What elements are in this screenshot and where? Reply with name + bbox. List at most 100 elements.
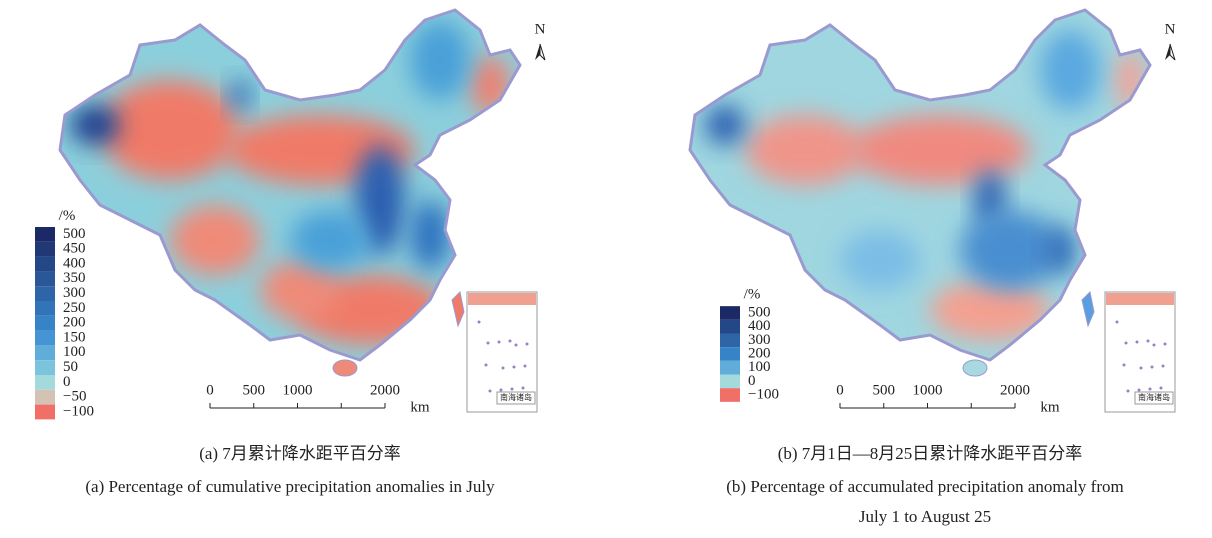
legend-label: 50 bbox=[63, 359, 78, 375]
anomaly-region bbox=[930, 280, 1050, 340]
inset-island bbox=[500, 389, 503, 392]
caption-cn: (a) 7月累计降水距平百分率 bbox=[199, 444, 401, 463]
north-label: N bbox=[1165, 21, 1176, 37]
inset-land bbox=[468, 293, 536, 305]
legend-swatch bbox=[720, 361, 740, 375]
inset-island bbox=[1149, 388, 1152, 391]
inset-island bbox=[524, 365, 527, 368]
legend-label: 400 bbox=[63, 255, 86, 271]
inset-island bbox=[513, 366, 516, 369]
legend-unit: /% bbox=[59, 208, 76, 224]
anomaly-region bbox=[70, 105, 120, 145]
inset-island bbox=[498, 341, 501, 344]
inset-island bbox=[487, 342, 490, 345]
inset-island bbox=[485, 364, 488, 367]
scale-label: 2000 bbox=[370, 382, 400, 398]
legend-label: −100 bbox=[748, 386, 779, 402]
figure: N/%500450400350300250200150100500−50−100… bbox=[0, 0, 1212, 533]
anomaly-region bbox=[840, 230, 920, 290]
inset-island bbox=[502, 367, 505, 370]
scale-label: 1000 bbox=[913, 382, 943, 398]
hainan bbox=[333, 360, 357, 376]
scale-label: 1000 bbox=[283, 382, 313, 398]
anomaly-region bbox=[170, 205, 260, 275]
legend-label: 300 bbox=[63, 285, 86, 301]
legend-swatch bbox=[35, 271, 55, 286]
taiwan bbox=[452, 292, 464, 326]
inset-island bbox=[1125, 342, 1128, 345]
legend-swatch bbox=[720, 320, 740, 334]
legend-swatch bbox=[35, 227, 55, 242]
scale-unit: km bbox=[410, 399, 430, 415]
anomaly-region bbox=[1045, 225, 1075, 275]
anomaly-region bbox=[850, 115, 1030, 185]
inset-island bbox=[489, 390, 492, 393]
legend-label: 0 bbox=[63, 374, 71, 390]
anomaly-region bbox=[410, 20, 470, 100]
legend-swatch bbox=[35, 345, 55, 360]
inset-island bbox=[1153, 344, 1156, 347]
inset-island bbox=[1136, 341, 1139, 344]
legend-swatch bbox=[720, 388, 740, 402]
inset-island bbox=[1162, 365, 1165, 368]
anomaly-region bbox=[100, 80, 240, 180]
legend-swatch bbox=[35, 257, 55, 272]
legend-swatch bbox=[720, 347, 740, 361]
inset-island bbox=[1151, 366, 1154, 369]
inset-island bbox=[1164, 343, 1167, 346]
inset-island bbox=[1140, 367, 1143, 370]
anomaly-region bbox=[290, 210, 370, 270]
inset-island bbox=[1116, 321, 1119, 324]
scale-label: 0 bbox=[836, 382, 844, 398]
inset-island bbox=[509, 340, 512, 343]
anomaly-region bbox=[705, 105, 745, 145]
caption-cn: (b) 7月1日—8月25日累计降水距平百分率 bbox=[778, 444, 1083, 463]
legend-label: 150 bbox=[63, 329, 86, 345]
inset-island bbox=[1147, 340, 1150, 343]
hainan bbox=[963, 360, 987, 376]
anomaly-region bbox=[745, 115, 865, 185]
legend-swatch bbox=[35, 316, 55, 331]
anomaly-region bbox=[410, 200, 450, 270]
map-panel: N/%500450400350300250200150100500−50−100… bbox=[35, 0, 546, 496]
inset-label: 南海诸岛 bbox=[500, 392, 532, 402]
legend-label: 450 bbox=[63, 241, 86, 257]
scale-label: 0 bbox=[206, 382, 214, 398]
legend-swatch bbox=[35, 360, 55, 375]
anomaly-region bbox=[1040, 30, 1100, 110]
legend-unit: /% bbox=[744, 286, 761, 302]
caption-en: July 1 to August 25 bbox=[859, 507, 991, 526]
legend-label: 350 bbox=[63, 270, 86, 286]
legend-label: 250 bbox=[63, 300, 86, 316]
legend-label: −50 bbox=[63, 389, 86, 405]
legend-swatch bbox=[35, 405, 55, 420]
inset-island bbox=[1127, 390, 1130, 393]
scale-unit: km bbox=[1040, 399, 1060, 415]
legend-swatch bbox=[720, 375, 740, 389]
legend-swatch bbox=[35, 375, 55, 390]
legend-label: 200 bbox=[63, 315, 86, 331]
anomaly-region bbox=[230, 80, 250, 110]
north-arrow bbox=[540, 44, 545, 60]
legend-swatch bbox=[35, 390, 55, 405]
north-arrow bbox=[1165, 44, 1170, 60]
legend-swatch bbox=[720, 306, 740, 320]
legend-swatch bbox=[720, 334, 740, 348]
inset-island bbox=[1138, 389, 1141, 392]
legend-label: 100 bbox=[63, 344, 86, 360]
caption-en: (a) Percentage of cumulative precipitati… bbox=[85, 477, 495, 496]
legend-swatch bbox=[35, 242, 55, 257]
north-label: N bbox=[535, 21, 546, 37]
inset-land bbox=[1106, 293, 1174, 305]
inset-island bbox=[1123, 364, 1126, 367]
caption-en: (b) Percentage of accumulated precipitat… bbox=[726, 477, 1123, 496]
scale-label: 2000 bbox=[1000, 382, 1030, 398]
inset-island bbox=[515, 344, 518, 347]
north-arrow bbox=[535, 44, 540, 60]
inset-island bbox=[522, 387, 525, 390]
inset-island bbox=[478, 321, 481, 324]
scale-label: 500 bbox=[243, 382, 266, 398]
legend-label: 500 bbox=[63, 226, 86, 242]
legend-swatch bbox=[35, 331, 55, 346]
